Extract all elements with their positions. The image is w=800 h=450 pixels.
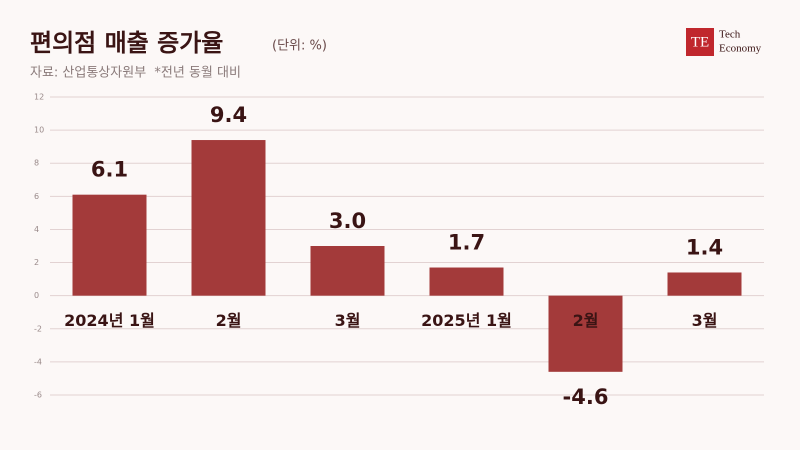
- bar: [191, 140, 266, 296]
- x-tick-label: 2월: [216, 311, 242, 330]
- x-tick-label: 2025년 1월: [421, 311, 512, 330]
- unit-note: (단위: %): [272, 39, 327, 54]
- logo-mark: TE: [691, 34, 709, 50]
- y-tick-label: 8: [34, 159, 39, 168]
- x-tick-label: 3월: [692, 311, 718, 330]
- y-tick-label: 2: [34, 258, 39, 267]
- y-tick-label: 12: [34, 93, 44, 102]
- bar: [429, 267, 504, 296]
- x-tick-label: 3월: [335, 311, 361, 330]
- value-label: -4.6: [563, 385, 609, 409]
- y-tick-label: 6: [34, 192, 39, 201]
- y-tick-label: -2: [34, 324, 42, 333]
- y-tick-label: 10: [34, 126, 44, 135]
- chart-title: 편의점 매출 증가율: [30, 29, 223, 57]
- x-tick-label: 2024년 1월: [64, 311, 155, 330]
- logo-text: Economy: [719, 43, 762, 55]
- logo-box: [686, 28, 714, 56]
- value-label: 6.1: [91, 158, 128, 182]
- x-tick-label: 2월: [573, 311, 599, 330]
- y-tick-label: -4: [34, 357, 42, 366]
- logo-text: Tech: [719, 29, 741, 41]
- y-tick-label: 0: [34, 291, 39, 300]
- bar: [310, 246, 385, 296]
- value-label: 1.4: [686, 235, 723, 259]
- y-tick-label: 4: [34, 225, 39, 234]
- value-label: 3.0: [329, 209, 366, 233]
- bar: [548, 295, 623, 372]
- source-note: 자료: 산업통상자원부 *전년 동월 대비: [30, 66, 241, 81]
- bar: [72, 194, 147, 296]
- value-label: 9.4: [210, 103, 247, 127]
- logo: TE Tech Economy: [686, 28, 762, 56]
- y-tick-label: -6: [34, 391, 42, 400]
- bar: [667, 272, 742, 296]
- value-label: 1.7: [448, 231, 485, 255]
